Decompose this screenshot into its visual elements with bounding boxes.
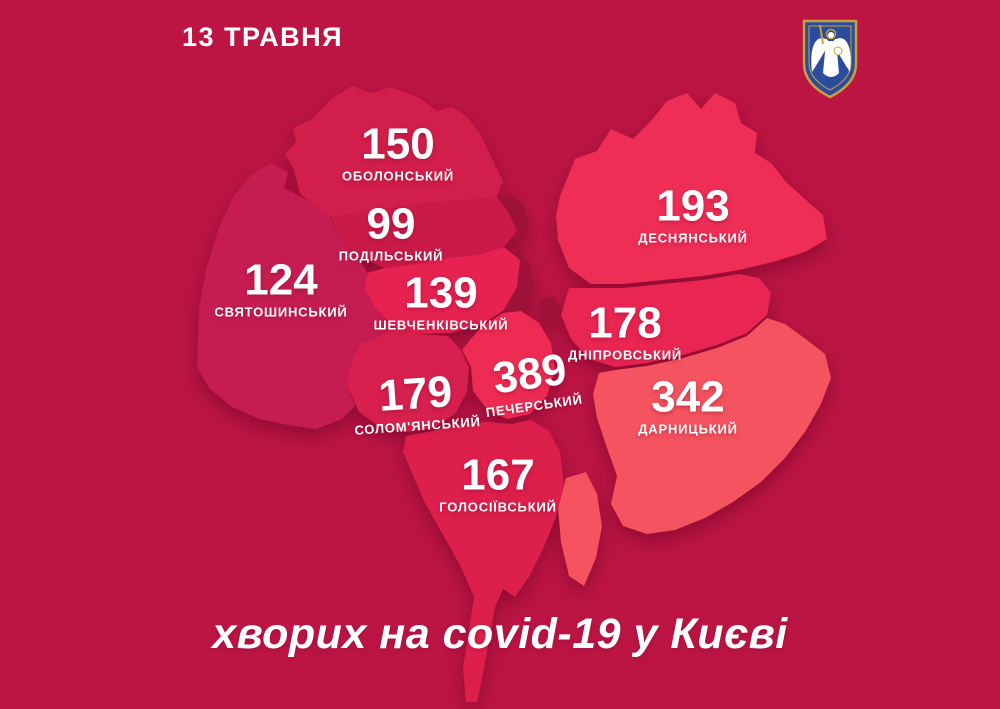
district-shape-pecherskyi (462, 311, 555, 419)
district-shape-darnytskyi (593, 318, 831, 534)
district-shape-goloseevskyi (403, 420, 564, 702)
district-shape-podilskyi (331, 197, 517, 268)
district-shape-solomianskyi (347, 326, 469, 432)
date-label: 13 ТРАВНЯ (182, 22, 344, 52)
district-shape-sviatoshynskyi (197, 163, 392, 429)
district-shape-desnianskyi (556, 93, 827, 284)
river-strip-shape (558, 472, 602, 586)
district-shape-dniprovskyi (561, 274, 771, 367)
caption: хворих на covid-19 у Києві (212, 610, 788, 658)
district-shape-obolonskyi (285, 86, 503, 217)
district-shape-shevchenkivskyi (365, 247, 520, 334)
river-island-shape (540, 296, 560, 324)
kyiv-coat-of-arms-icon (800, 18, 860, 100)
